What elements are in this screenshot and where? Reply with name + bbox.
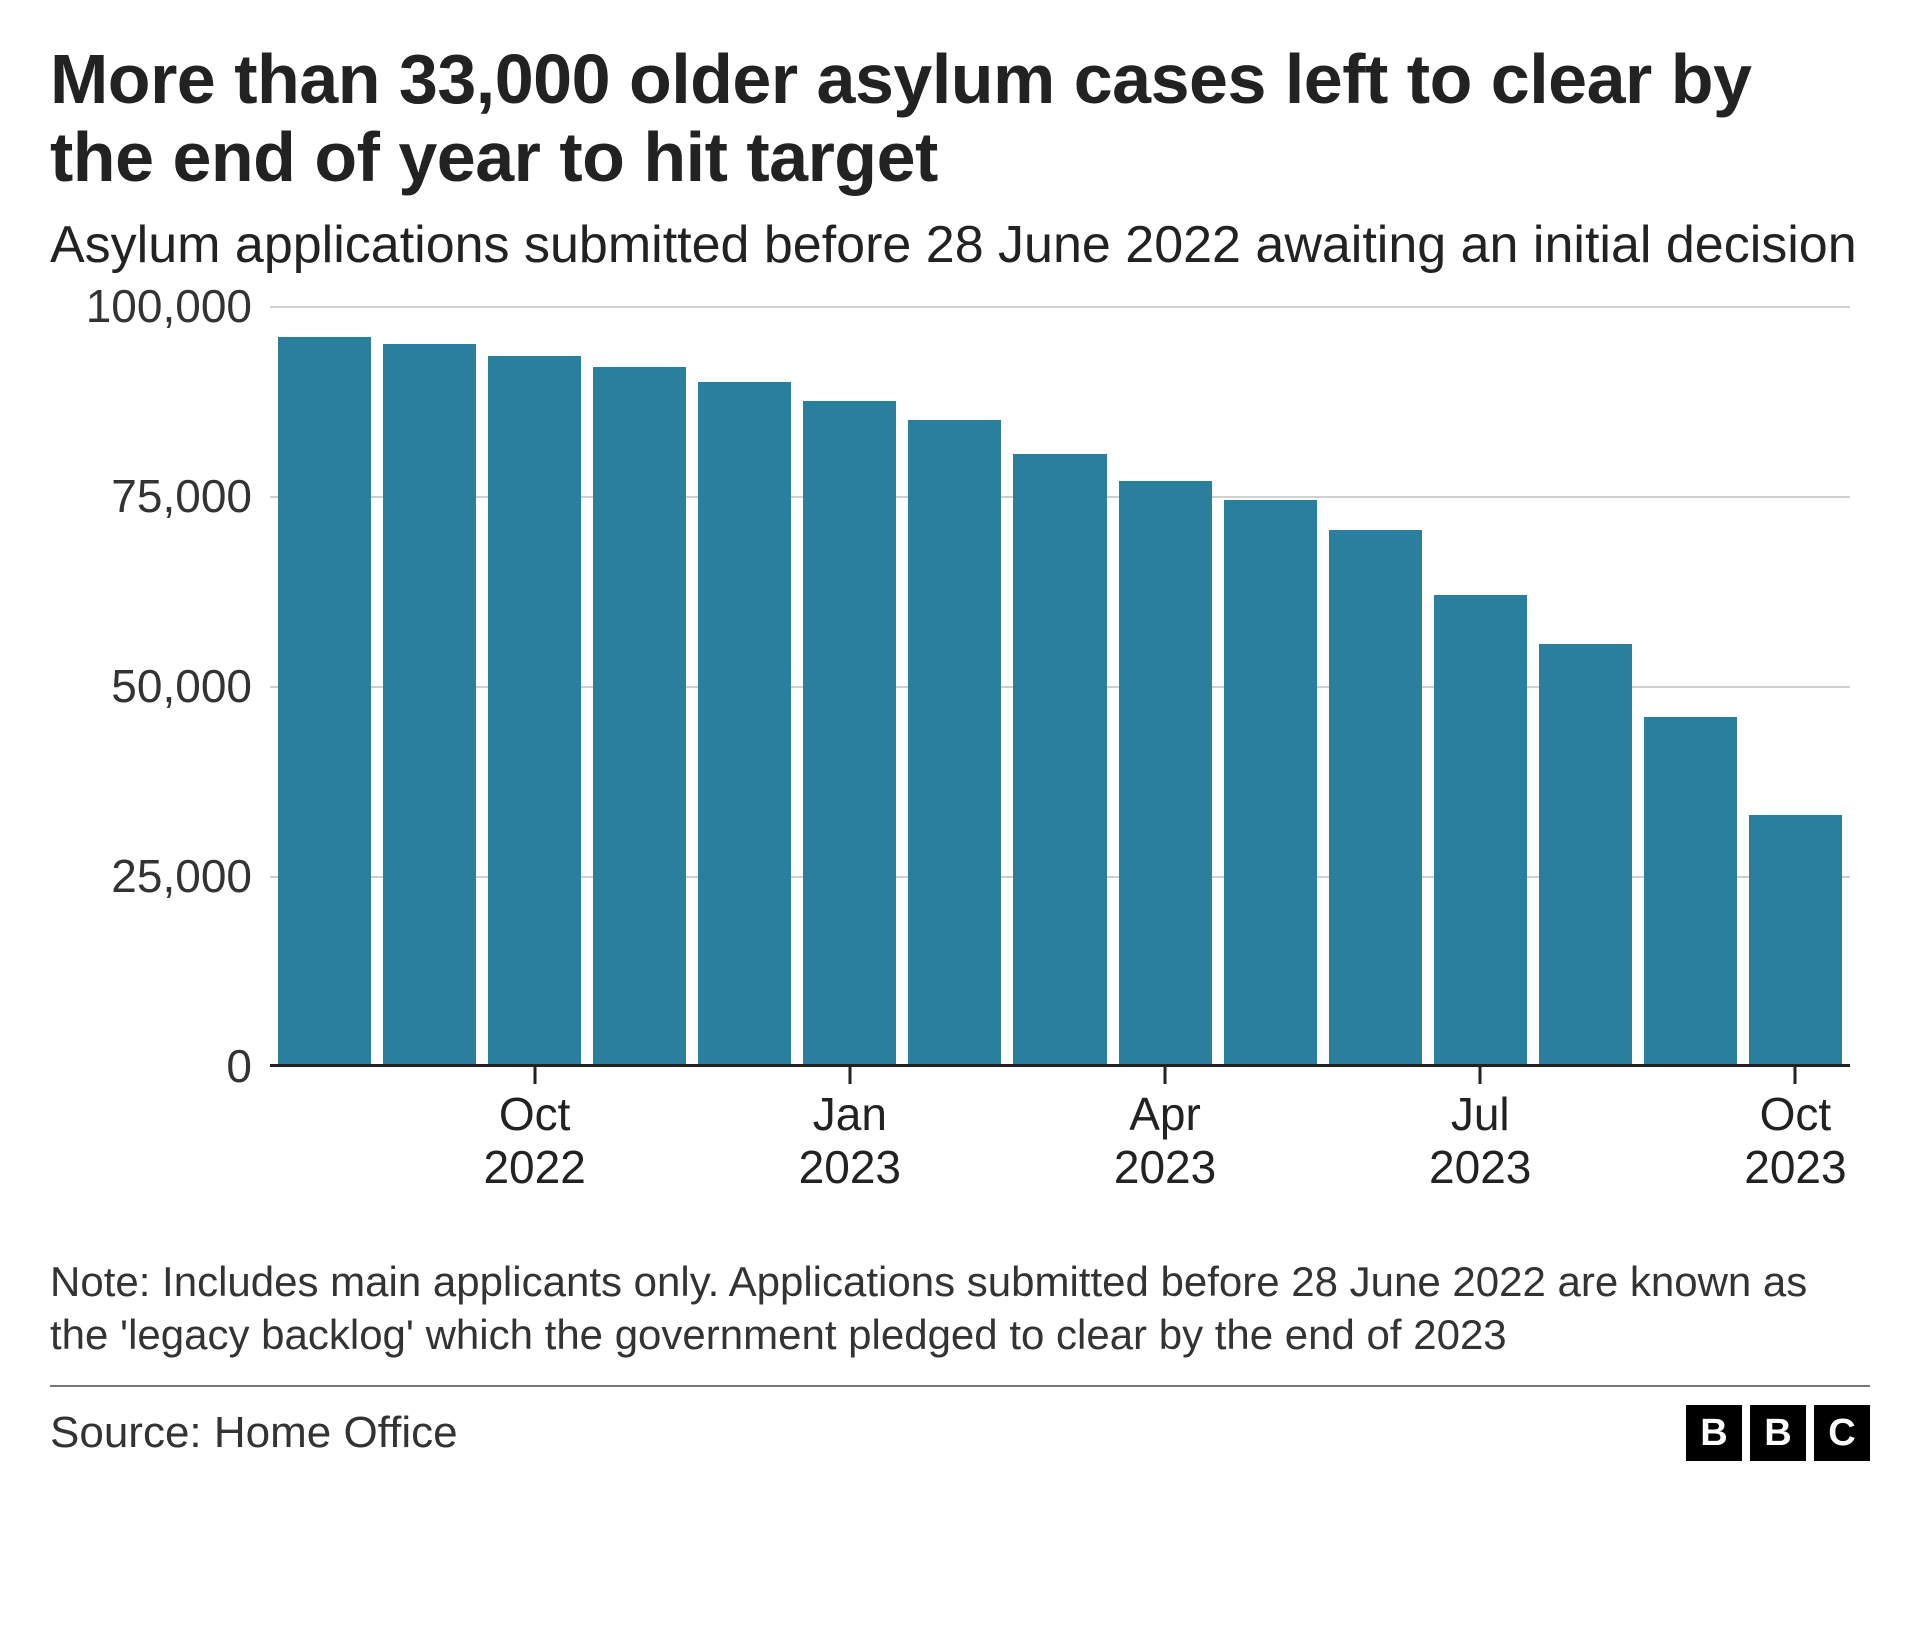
bar — [488, 356, 581, 1067]
bar — [1749, 815, 1842, 1066]
logo-letter-b1: B — [1686, 1405, 1742, 1461]
chart-subtitle: Asylum applications submitted before 28 … — [50, 215, 1870, 276]
chart-plot-area: 025,00050,00075,000100,000 — [270, 306, 1850, 1066]
x-axis-tick — [1479, 1066, 1482, 1084]
chart-title: More than 33,000 older asylum cases left… — [50, 40, 1870, 197]
source-text: Source: Home Office — [50, 1408, 458, 1458]
y-axis-label: 50,000 — [111, 659, 252, 713]
bar — [383, 344, 476, 1066]
bar — [593, 367, 686, 1066]
x-axis-label: Oct2023 — [1744, 1088, 1846, 1194]
logo-letter-c: C — [1814, 1405, 1870, 1461]
logo-letter-b2: B — [1750, 1405, 1806, 1461]
x-axis-tick — [848, 1066, 851, 1084]
bars-group — [270, 306, 1850, 1066]
x-axis-tick — [1164, 1066, 1167, 1084]
bar — [1013, 454, 1106, 1066]
bar — [803, 401, 896, 1066]
x-axis-label: Oct2022 — [483, 1088, 585, 1194]
x-axis-label: Apr2023 — [1114, 1088, 1216, 1194]
chart-footer: Source: Home Office B B C — [50, 1385, 1870, 1461]
chart-note: Note: Includes main applicants only. App… — [50, 1256, 1870, 1385]
bar — [1434, 595, 1527, 1066]
y-axis-label: 25,000 — [111, 849, 252, 903]
x-axis-tick — [533, 1066, 536, 1084]
bar — [1224, 500, 1317, 1066]
y-axis-label: 100,000 — [86, 279, 252, 333]
x-axis-tick — [1794, 1066, 1797, 1084]
bar — [1119, 481, 1212, 1066]
bbc-logo: B B C — [1686, 1405, 1870, 1461]
bar — [908, 420, 1001, 1066]
bar — [1329, 530, 1422, 1066]
x-axis-label: Jul2023 — [1429, 1088, 1531, 1194]
bar — [278, 337, 371, 1067]
chart-container: 025,00050,00075,000100,000 Oct2022 Jan202… — [50, 306, 1870, 1620]
bar — [1539, 644, 1632, 1066]
y-axis-label: 0 — [226, 1039, 252, 1093]
x-axis: Oct2022 Jan2023 Apr2023 Jul2023 Oct2023 — [270, 1066, 1850, 1236]
bar — [698, 382, 791, 1066]
bar — [1644, 717, 1737, 1067]
x-axis-label: Jan2023 — [799, 1088, 901, 1194]
y-axis-label: 75,000 — [111, 469, 252, 523]
